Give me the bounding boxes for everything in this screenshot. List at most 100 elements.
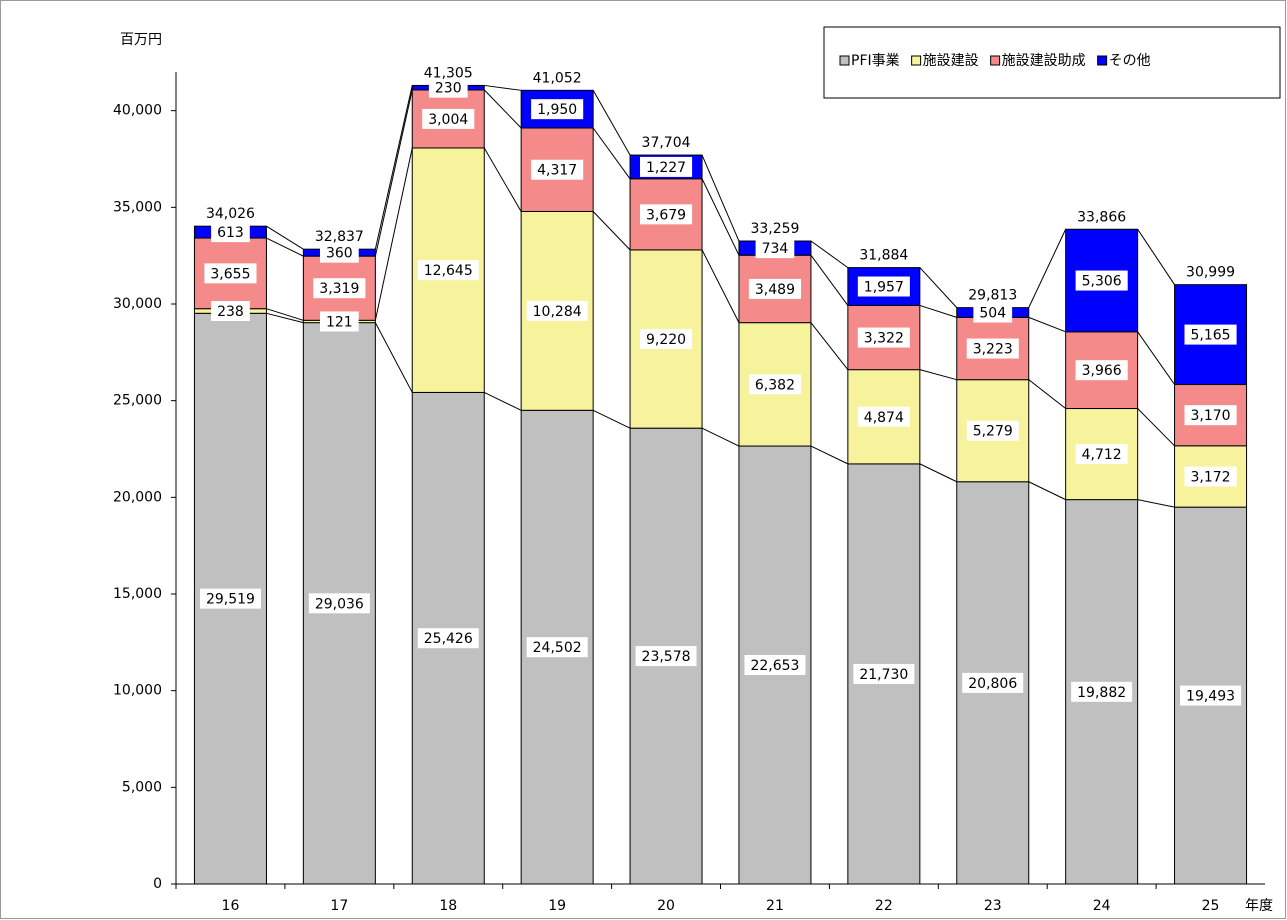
connector — [374, 322, 413, 393]
data-label: 360 — [326, 246, 353, 262]
label-box — [1075, 360, 1128, 381]
data-label: 4,874 — [864, 410, 904, 426]
legend-swatch — [1097, 55, 1108, 66]
data-label: 121 — [326, 314, 353, 330]
connector — [266, 225, 304, 250]
total-label: 32,837 — [315, 229, 364, 245]
data-label: 6,382 — [755, 377, 795, 393]
label-box — [635, 646, 697, 667]
label-box — [531, 159, 584, 180]
connector — [374, 89, 413, 257]
data-label: 3,489 — [755, 282, 795, 298]
label-box — [428, 77, 468, 98]
total-label: 34,026 — [206, 206, 255, 222]
label-box — [422, 108, 475, 129]
data-label: 4,712 — [1082, 447, 1122, 463]
label-box — [1184, 405, 1237, 426]
connector — [266, 312, 304, 324]
x-tick-label: 20 — [657, 898, 675, 914]
connector — [810, 254, 849, 306]
data-label: 9,220 — [646, 332, 686, 348]
y-tick-label: 30,000 — [113, 296, 162, 312]
data-label: 29,519 — [206, 592, 255, 608]
data-label: 20,806 — [968, 676, 1017, 692]
x-tick-label: 21 — [766, 898, 784, 914]
data-label: 3,172 — [1191, 469, 1231, 485]
x-axis-label: 年度 — [1245, 898, 1273, 914]
legend-label: その他 — [1109, 53, 1151, 69]
connector — [701, 154, 740, 242]
connector — [374, 147, 413, 321]
data-label: 5,306 — [1082, 274, 1122, 290]
data-label: 22,653 — [750, 658, 799, 674]
label-box — [1075, 270, 1128, 291]
y-tick-label: 15,000 — [113, 586, 162, 602]
connector — [1137, 228, 1175, 285]
label-box — [1184, 466, 1237, 487]
data-label: 25,426 — [424, 631, 473, 647]
data-label: 3,223 — [973, 342, 1013, 358]
label-box — [966, 338, 1019, 359]
total-label: 33,259 — [750, 221, 799, 237]
connector — [592, 127, 631, 180]
connector — [1137, 499, 1175, 508]
label-box — [962, 672, 1024, 693]
data-label: 238 — [217, 304, 244, 320]
label-box — [744, 655, 806, 676]
data-label: 23,578 — [642, 649, 691, 665]
label-box — [640, 156, 693, 177]
x-tick-label: 18 — [439, 898, 457, 914]
label-box — [531, 99, 584, 120]
label-box — [313, 278, 366, 299]
data-label: 19,493 — [1186, 689, 1235, 705]
label-box — [748, 278, 801, 299]
label-box — [1184, 324, 1237, 345]
label-box — [199, 588, 261, 609]
connector — [483, 89, 522, 129]
connector — [483, 147, 522, 212]
connector — [810, 240, 849, 269]
label-box — [1071, 681, 1133, 702]
label-box — [640, 329, 693, 350]
connector — [919, 463, 957, 483]
y-tick-label: 0 — [153, 876, 162, 892]
label-box — [526, 300, 588, 321]
connector — [592, 90, 631, 156]
label-box — [973, 302, 1013, 323]
data-label: 1,227 — [646, 160, 686, 176]
connector — [701, 249, 740, 323]
label-box — [417, 628, 479, 649]
connector — [592, 211, 631, 251]
label-box — [1075, 444, 1128, 465]
data-label: 1,950 — [537, 102, 577, 118]
label-box — [857, 276, 910, 297]
label-box — [1180, 685, 1242, 706]
connector — [810, 322, 849, 370]
label-box — [417, 260, 479, 281]
data-label: 3,655 — [210, 266, 250, 282]
data-label: 3,004 — [428, 112, 468, 128]
legend-swatch — [911, 55, 922, 66]
x-tick-label: 25 — [1202, 898, 1220, 914]
x-tick-label: 16 — [222, 898, 240, 914]
connector — [919, 304, 957, 318]
label-box — [853, 663, 915, 684]
label-box — [204, 263, 257, 284]
legend-label: PFI事業 — [851, 53, 900, 69]
connector — [1028, 229, 1067, 308]
data-label: 19,882 — [1077, 685, 1126, 701]
label-box — [319, 311, 359, 332]
connector — [266, 308, 304, 321]
data-label: 5,279 — [973, 424, 1013, 440]
legend-box — [823, 26, 1281, 99]
connector — [1137, 408, 1175, 447]
connector — [374, 85, 413, 250]
connector — [1028, 316, 1066, 333]
connector — [1028, 481, 1066, 501]
legend-label: 施設建設助成 — [1002, 53, 1086, 69]
label-box — [308, 593, 370, 614]
data-label: 24,502 — [533, 640, 582, 656]
data-label: 12,645 — [424, 263, 473, 279]
connector — [484, 84, 522, 91]
